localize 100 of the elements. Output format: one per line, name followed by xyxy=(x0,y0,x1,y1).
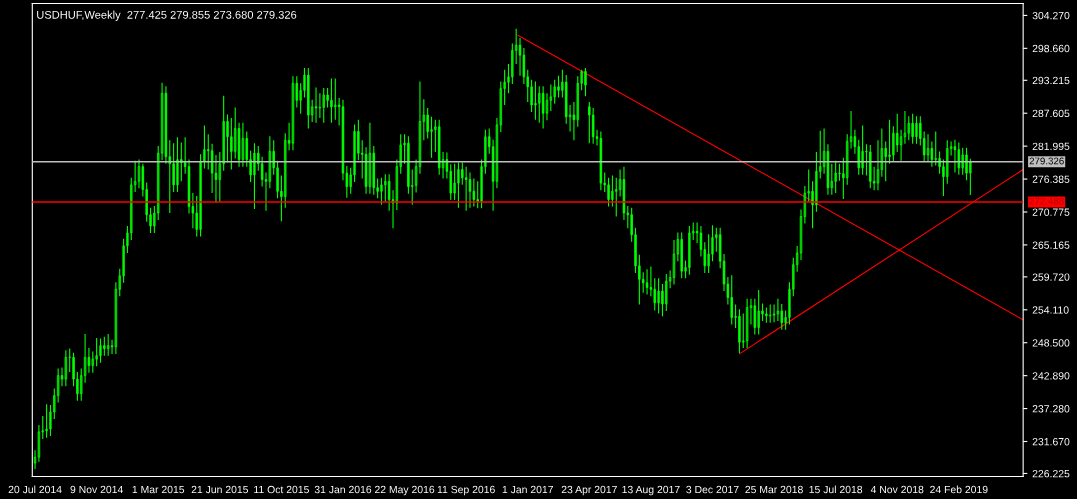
candlestick xyxy=(472,177,476,208)
y-tick-label: 265.165 xyxy=(1032,241,1070,249)
candlestick xyxy=(753,298,757,336)
candlestick xyxy=(545,92,549,121)
candlestick xyxy=(541,85,545,130)
x-tick-label: 11 Sep 2016 xyxy=(437,485,495,496)
candlestick xyxy=(380,177,383,206)
candlestick xyxy=(253,142,256,210)
y-tick-label: 270.775 xyxy=(1032,208,1070,216)
candlestick xyxy=(745,298,749,349)
candlestick xyxy=(757,289,760,336)
y-tick-label: 226.225 xyxy=(1032,469,1070,478)
ref-line-label: 279.326 xyxy=(1029,157,1064,165)
candlestick xyxy=(861,125,864,176)
x-tick-label: 15 Jul 2018 xyxy=(809,485,863,494)
candlestick xyxy=(318,92,322,119)
candlestick xyxy=(888,119,891,165)
x-tick-label: 3 Dec 2017 xyxy=(686,485,739,494)
x-tick-label: 9 Nov 2014 xyxy=(70,485,123,494)
candlestick xyxy=(553,79,556,105)
candlestick xyxy=(611,174,614,208)
x-tick-label: 31 Jan 2016 xyxy=(314,485,372,494)
candlestick xyxy=(926,133,930,163)
x-tick-label: 24 Feb 2019 xyxy=(930,485,988,494)
candlestick xyxy=(815,151,818,213)
candlestick xyxy=(291,75,295,151)
candlestick xyxy=(876,139,880,191)
candlestick xyxy=(911,113,914,145)
candlestick xyxy=(199,153,202,238)
candlestick xyxy=(957,142,961,176)
candlestick xyxy=(430,116,433,159)
candlestick xyxy=(353,123,356,183)
y-tick-label: 259.720 xyxy=(1032,273,1070,281)
candlestick xyxy=(892,125,895,163)
y-tick-label: 242.890 xyxy=(1032,372,1070,380)
ref-line-label: 272.488 xyxy=(1029,197,1064,205)
candlestick xyxy=(665,273,668,312)
candlestick xyxy=(707,233,710,274)
x-tick-label: 20 Jul 2014 xyxy=(8,485,62,494)
candlestick xyxy=(688,225,691,276)
candlestick xyxy=(426,107,429,140)
x-tick-label: 4 Nov 2018 xyxy=(870,485,924,494)
candlestick xyxy=(172,142,175,193)
candlestick xyxy=(711,224,714,262)
candlestick xyxy=(768,304,772,324)
x-tick-label: 21 Jun 2015 xyxy=(191,485,249,494)
candlestick xyxy=(645,268,649,296)
candlestick xyxy=(457,161,460,209)
candlestick xyxy=(730,274,733,326)
y-tick-label: 281.995 xyxy=(1032,142,1070,151)
candlestick xyxy=(915,115,918,145)
candlestick xyxy=(45,403,48,439)
candlestick xyxy=(965,147,968,181)
candlestick xyxy=(657,277,660,314)
x-tick-label: 1 Jan 2017 xyxy=(502,485,553,494)
candlestick xyxy=(534,80,537,121)
candlestick xyxy=(314,86,318,124)
candlestick xyxy=(464,166,468,212)
candlestick xyxy=(780,303,784,331)
candlestick xyxy=(838,163,841,182)
candlestick xyxy=(330,78,333,124)
candlestick xyxy=(661,283,664,317)
y-tick-label: 293.215 xyxy=(1032,76,1070,85)
candlestick xyxy=(241,122,245,168)
candlestick xyxy=(538,85,541,124)
y-tick-label: 231.670 xyxy=(1032,438,1070,446)
candlestick xyxy=(607,177,610,208)
candlestick xyxy=(364,146,368,195)
candlestick xyxy=(584,67,587,97)
candlestick xyxy=(453,163,456,201)
candlestick xyxy=(103,336,106,357)
candlestick xyxy=(64,349,68,387)
candlestick xyxy=(233,106,237,159)
candlestick xyxy=(230,117,233,171)
candlestick xyxy=(776,298,780,322)
y-tick-label: 298.660 xyxy=(1032,44,1070,53)
candlestick xyxy=(384,173,387,203)
candlestick xyxy=(87,347,91,374)
candlestick xyxy=(953,139,957,174)
x-tick-label: 23 Apr 2017 xyxy=(561,485,617,496)
text: USDHUF,Weekly 277.425 279.855 273.680 279.326 xyxy=(37,10,297,21)
candlestick xyxy=(95,337,98,367)
candlestick xyxy=(946,139,949,185)
candlestick xyxy=(511,42,514,85)
y-tick-label: 304.270 xyxy=(1032,11,1070,20)
candlestick xyxy=(322,87,325,124)
candlestick xyxy=(91,350,95,374)
y-tick-label: 248.500 xyxy=(1032,339,1070,347)
candlestick xyxy=(334,78,337,121)
y-tick-label: 276.385 xyxy=(1032,175,1070,183)
candlestick xyxy=(588,101,591,144)
candlestick xyxy=(176,136,179,193)
candlestick xyxy=(961,147,964,176)
candlestick xyxy=(164,85,168,165)
x-tick-label: 22 May 2016 xyxy=(374,485,435,496)
candlestick xyxy=(137,159,141,189)
candlestick xyxy=(591,107,595,145)
candlestick xyxy=(226,113,229,164)
candlestick xyxy=(368,122,372,195)
candlestick xyxy=(834,160,837,194)
